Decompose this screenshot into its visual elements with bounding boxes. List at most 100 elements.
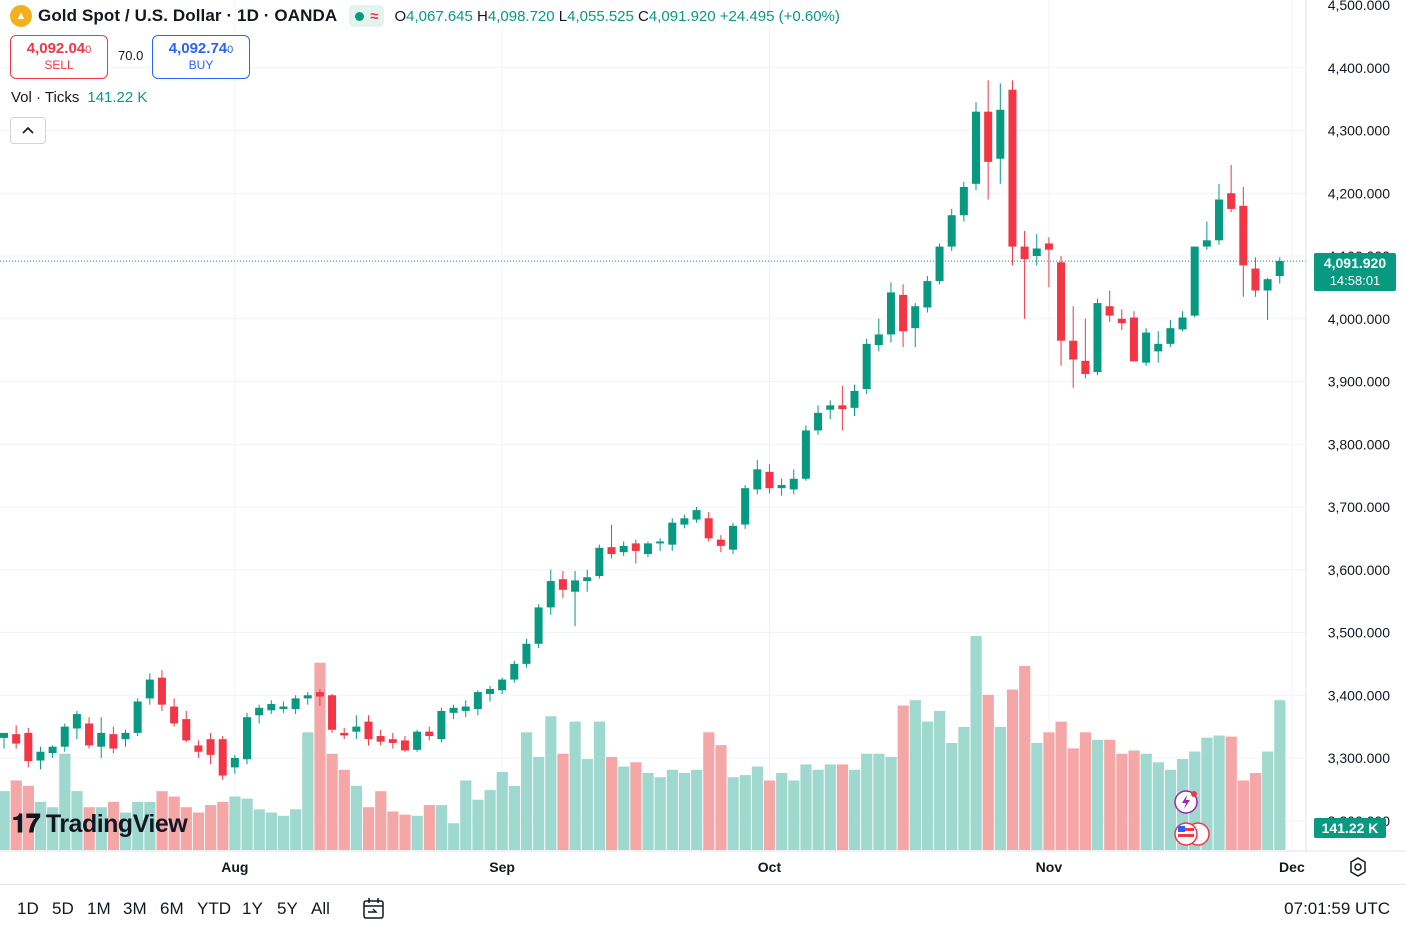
candle[interactable] [1020,230,1029,319]
candle[interactable] [1190,246,1199,318]
candle[interactable] [510,660,519,683]
candle[interactable] [1081,318,1090,379]
candle[interactable] [291,695,300,715]
candle[interactable] [619,541,628,556]
candle[interactable] [850,384,859,417]
candle[interactable] [996,83,1005,184]
candle[interactable] [643,541,652,558]
calendar-goto-icon[interactable] [360,895,388,923]
candle[interactable] [959,181,968,222]
candle[interactable] [449,704,458,720]
gear-icon[interactable] [1348,857,1368,877]
candle[interactable] [838,385,847,431]
candle[interactable] [801,425,810,481]
range-button-1y[interactable]: 1Y [242,899,263,918]
candle[interactable] [656,538,665,551]
candle[interactable] [789,469,798,495]
candle[interactable] [1105,290,1114,322]
candle[interactable] [255,704,264,724]
range-button-6m[interactable]: 6M [160,899,184,918]
candle[interactable] [1215,183,1223,245]
candle[interactable] [583,569,592,592]
candle[interactable] [522,638,531,668]
symbol-title[interactable]: Gold Spot / U.S. Dollar · 1D · OANDA [38,6,338,25]
buy-button[interactable]: 4,092.740 BUY [152,35,250,79]
range-button-5y[interactable]: 5Y [277,899,298,918]
candle[interactable] [425,726,434,741]
candle[interactable] [279,701,288,713]
candle[interactable] [85,717,94,749]
candle[interactable] [48,745,57,758]
candle[interactable] [874,318,883,352]
range-button-all[interactable]: All [311,899,330,918]
candle[interactable] [1032,234,1041,266]
candle[interactable] [826,400,835,420]
candle[interactable] [692,507,701,523]
candle[interactable] [729,522,737,555]
candle[interactable] [899,284,908,347]
candle[interactable] [1117,309,1126,331]
candle[interactable] [631,539,640,564]
candle[interactable] [12,725,21,749]
candle[interactable] [376,729,385,746]
candle[interactable] [243,712,251,765]
candle[interactable] [97,717,106,758]
range-button-1m[interactable]: 1M [87,899,111,918]
candle[interactable] [473,690,482,716]
candle[interactable] [170,698,179,727]
candle[interactable] [777,478,786,496]
candle[interactable] [1069,306,1078,388]
candle[interactable] [157,670,166,711]
sell-button[interactable]: 4,092.040 SELL [10,35,108,79]
range-button-ytd[interactable]: YTD [197,899,231,918]
candle[interactable] [972,102,980,191]
candle[interactable] [194,740,203,758]
event-markers[interactable] [1172,788,1216,850]
utc-clock[interactable]: 07:01:59 UTC [1284,899,1390,918]
candle[interactable] [133,698,142,737]
candle[interactable] [1044,237,1053,288]
range-button-3m[interactable]: 3M [123,899,147,918]
candle[interactable] [498,677,507,694]
candle[interactable] [935,243,944,285]
candle[interactable] [886,282,895,343]
candle[interactable] [911,303,920,347]
candle[interactable] [0,732,8,749]
candle[interactable] [437,707,446,743]
volume-legend[interactable]: Vol · Ticks 141.22 K [11,89,147,106]
candle[interactable] [267,700,276,715]
candle[interactable] [364,715,373,746]
candle[interactable] [388,732,397,749]
candle[interactable] [486,685,494,702]
candle[interactable] [765,464,774,494]
candle[interactable] [923,276,932,313]
candle[interactable] [1178,311,1187,332]
candle[interactable] [571,571,580,627]
candle[interactable] [145,673,154,705]
candle[interactable] [400,736,409,752]
price-chart[interactable]: 4,500.0004,400.0004,300.0004,200.0004,10… [0,0,1406,884]
range-button-1d[interactable]: 1D [17,899,39,918]
candle[interactable] [206,732,215,765]
candle[interactable] [1263,277,1272,321]
candle[interactable] [1057,256,1066,366]
candle[interactable] [1202,221,1211,250]
collapse-legend-button[interactable] [10,117,46,144]
candle[interactable] [947,208,956,251]
range-button-5d[interactable]: 5D [52,899,74,918]
candle[interactable] [558,571,567,598]
candle[interactable] [60,723,69,752]
candle[interactable] [1275,257,1284,284]
candle[interactable] [607,524,616,559]
candle[interactable] [72,710,81,740]
candle[interactable] [680,514,689,529]
candle[interactable] [814,405,823,435]
candle[interactable] [1142,328,1151,366]
candle[interactable] [413,729,422,752]
candle[interactable] [534,604,543,649]
candle[interactable] [109,726,118,753]
candle[interactable] [1154,331,1163,363]
candle[interactable] [595,544,604,579]
candle[interactable] [704,512,713,542]
tradingview-logo[interactable]: 𝟏𝟕 TradingView [12,808,188,840]
